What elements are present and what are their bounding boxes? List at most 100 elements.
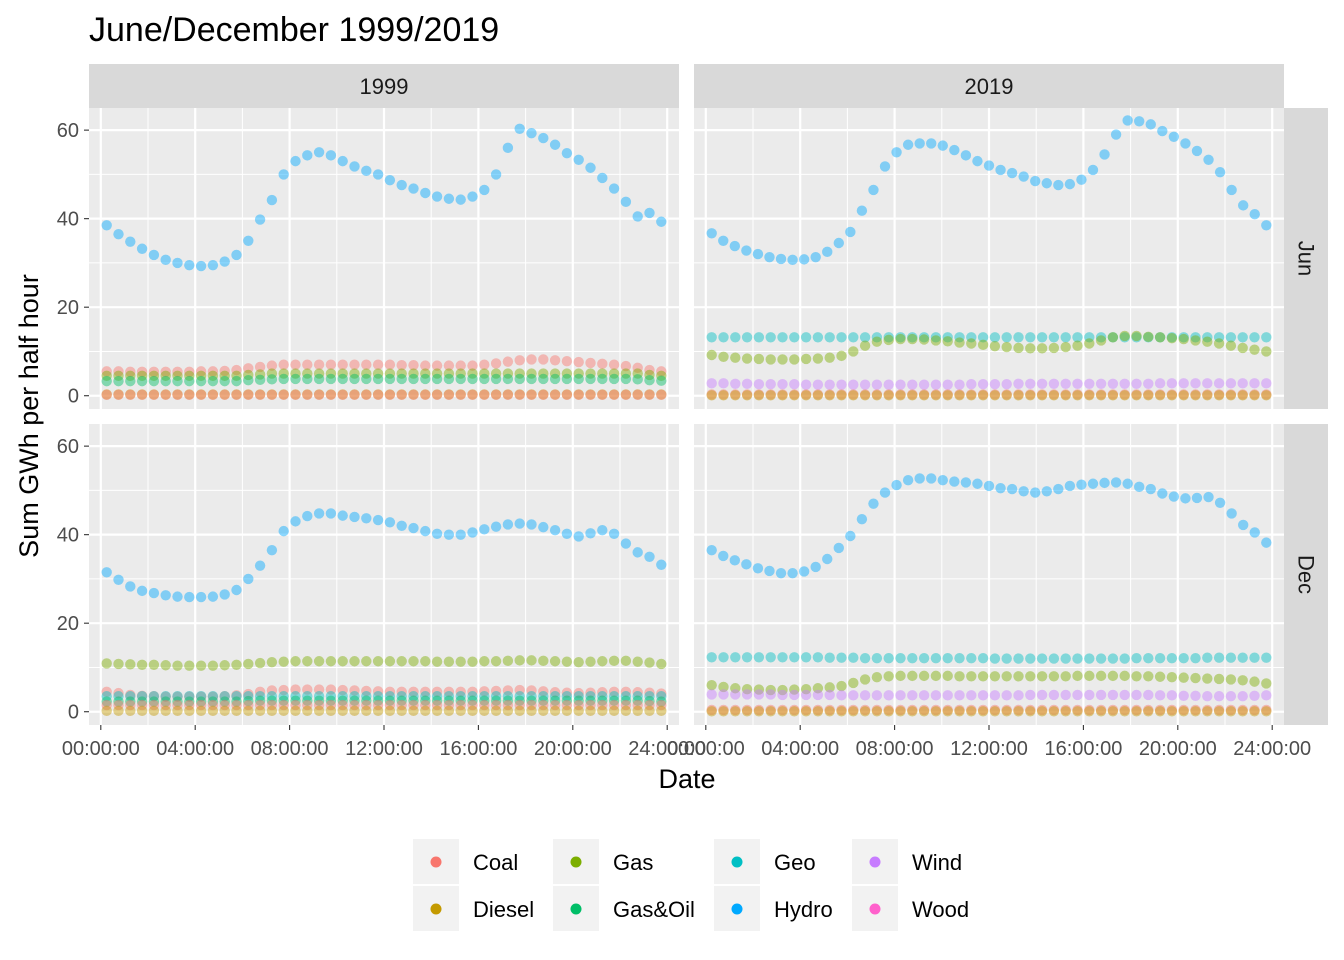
data-point bbox=[561, 528, 573, 539]
data-point bbox=[231, 364, 242, 376]
data-point bbox=[184, 259, 195, 271]
data-point bbox=[420, 656, 431, 667]
data-point bbox=[918, 334, 930, 345]
data-point bbox=[706, 679, 717, 691]
data-point bbox=[408, 656, 419, 667]
data-point bbox=[1214, 497, 1226, 508]
data-point bbox=[812, 706, 824, 717]
data-point bbox=[632, 362, 643, 374]
data-point bbox=[856, 205, 868, 216]
data-point bbox=[1249, 706, 1260, 717]
data-point bbox=[620, 368, 632, 379]
data-point bbox=[1213, 389, 1225, 400]
data-point bbox=[730, 389, 741, 400]
data-point bbox=[372, 389, 384, 400]
data-point bbox=[871, 336, 883, 347]
data-point bbox=[136, 699, 148, 711]
data-point bbox=[1060, 332, 1071, 343]
data-point bbox=[942, 379, 953, 390]
data-point bbox=[538, 705, 549, 717]
data-point bbox=[1178, 389, 1189, 400]
data-point bbox=[101, 389, 112, 400]
data-point bbox=[467, 699, 478, 711]
data-point bbox=[907, 389, 918, 400]
data-point bbox=[620, 389, 632, 401]
data-point bbox=[632, 374, 643, 385]
data-point bbox=[883, 389, 894, 400]
data-point bbox=[431, 656, 443, 667]
data-point bbox=[977, 652, 989, 664]
legend-item-diesel: Diesel bbox=[413, 886, 534, 931]
data-point bbox=[349, 511, 360, 523]
data-point bbox=[871, 389, 883, 400]
data-point bbox=[408, 359, 419, 371]
data-point bbox=[983, 480, 995, 492]
data-point bbox=[361, 691, 372, 702]
legend-swatch bbox=[869, 856, 881, 868]
data-point bbox=[526, 368, 537, 379]
data-point bbox=[266, 368, 278, 379]
data-point bbox=[1001, 690, 1012, 701]
data-point bbox=[396, 695, 407, 706]
data-point bbox=[172, 591, 183, 602]
data-point bbox=[160, 370, 171, 382]
data-point bbox=[254, 686, 266, 698]
data-point bbox=[325, 684, 337, 695]
data-point bbox=[718, 652, 729, 663]
data-point bbox=[718, 332, 729, 343]
data-point bbox=[561, 373, 573, 385]
data-point bbox=[1107, 389, 1119, 400]
data-point bbox=[753, 704, 765, 716]
legend-swatch bbox=[731, 903, 743, 915]
data-point bbox=[290, 684, 301, 695]
data-point bbox=[1013, 390, 1024, 401]
data-point bbox=[765, 684, 776, 696]
data-point bbox=[538, 354, 549, 365]
data-point bbox=[972, 155, 983, 167]
data-point bbox=[930, 389, 942, 400]
data-point bbox=[977, 332, 989, 343]
data-point bbox=[148, 691, 160, 702]
data-point bbox=[1018, 486, 1029, 497]
data-point bbox=[1084, 706, 1095, 717]
data-point bbox=[1143, 378, 1154, 389]
data-point bbox=[148, 587, 160, 599]
data-point bbox=[160, 699, 171, 711]
data-point bbox=[1213, 332, 1225, 343]
data-point bbox=[1122, 478, 1133, 489]
data-point bbox=[1013, 378, 1024, 389]
data-point bbox=[1225, 652, 1237, 663]
data-point bbox=[113, 696, 124, 707]
data-point bbox=[1154, 704, 1166, 716]
data-point bbox=[1107, 332, 1119, 343]
data-point bbox=[608, 691, 620, 702]
data-point bbox=[1190, 390, 1201, 401]
data-point bbox=[741, 704, 753, 716]
data-point bbox=[278, 368, 289, 379]
data-point bbox=[883, 379, 894, 390]
data-point bbox=[420, 525, 431, 537]
data-point bbox=[278, 389, 289, 400]
data-point bbox=[219, 370, 230, 382]
data-point bbox=[172, 375, 183, 387]
data-point bbox=[420, 368, 431, 379]
data-point bbox=[278, 695, 289, 706]
data-point bbox=[184, 696, 195, 707]
legend-swatch bbox=[430, 903, 442, 915]
data-point bbox=[753, 332, 765, 343]
data-point bbox=[254, 695, 266, 706]
data-point bbox=[741, 683, 753, 695]
series-diesel bbox=[706, 390, 1272, 401]
data-point bbox=[597, 705, 608, 717]
series-hydro bbox=[706, 115, 1272, 266]
data-point bbox=[195, 660, 207, 671]
data-point bbox=[184, 705, 195, 717]
data-point bbox=[1119, 378, 1130, 389]
data-point bbox=[479, 705, 490, 717]
data-point bbox=[266, 360, 278, 371]
data-point bbox=[824, 389, 835, 400]
x-tick-label: 16:00:00 bbox=[439, 738, 517, 760]
data-point bbox=[1119, 389, 1130, 400]
data-point bbox=[706, 689, 717, 700]
data-point bbox=[490, 695, 502, 706]
